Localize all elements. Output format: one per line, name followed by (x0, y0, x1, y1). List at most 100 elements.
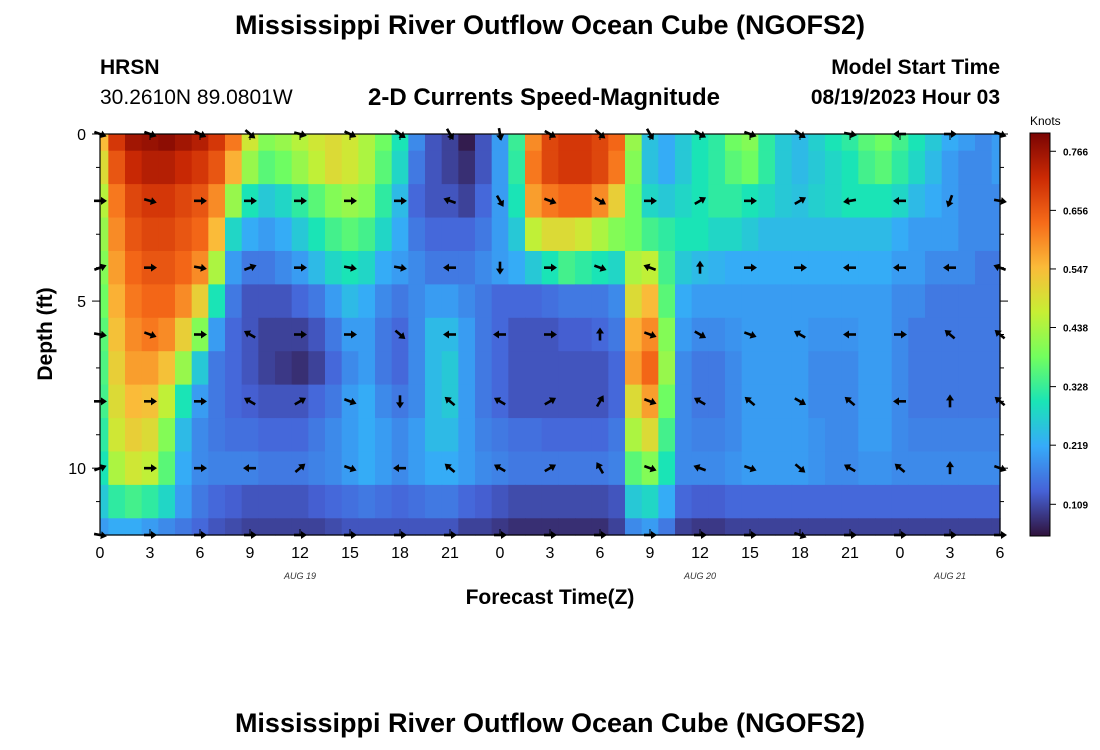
current-arrow (794, 196, 807, 205)
heatmap-cell (508, 217, 526, 252)
current-arrow (943, 263, 956, 272)
heatmap-cell (608, 134, 626, 152)
heatmap-cell (941, 150, 959, 185)
heatmap-cell (775, 451, 793, 486)
heatmap-cell (858, 284, 876, 319)
heatmap-cell (525, 384, 543, 419)
heatmap-cell (891, 134, 909, 152)
x-tick-label: 21 (841, 545, 859, 562)
current-arrow (444, 463, 456, 474)
current-arrow (193, 263, 207, 272)
heatmap-cell (958, 184, 976, 219)
heatmap-cell (375, 150, 393, 185)
heatmap-cell (408, 284, 426, 319)
heatmap-cell (908, 250, 926, 285)
heatmap-cell (725, 317, 743, 352)
heatmap-cell (458, 484, 476, 519)
heatmap-cell (408, 451, 426, 486)
heatmap-cell (208, 317, 226, 352)
heatmap-cell (908, 484, 926, 519)
heatmap-cell (508, 351, 526, 386)
heatmap-cell (991, 451, 1001, 486)
heatmap-cell (608, 451, 626, 486)
heatmap-cell (391, 418, 409, 453)
heatmap-cell (375, 518, 393, 536)
current-arrow (644, 196, 657, 205)
heatmap-cell (425, 150, 443, 185)
heatmap-cell (341, 418, 359, 453)
heatmap-cell (908, 150, 926, 185)
heatmap-cell (591, 418, 609, 453)
heatmap-cell (791, 418, 809, 453)
heatmap-cell (508, 484, 526, 519)
heatmap-cell (375, 134, 393, 152)
heatmap-cell (941, 418, 959, 453)
heatmap-cell (708, 134, 726, 152)
heatmap-cell (625, 518, 643, 536)
heatmap-cell (225, 484, 243, 519)
current-arrow (894, 463, 906, 474)
heatmap-cell (858, 351, 876, 386)
heatmap-cell (825, 484, 843, 519)
heatmap-cell (108, 484, 126, 519)
heatmap-cell (175, 250, 193, 285)
heatmap-cell (875, 351, 893, 386)
current-arrow (143, 331, 157, 339)
heatmap-cell (941, 518, 959, 536)
heatmap-cell (458, 317, 476, 352)
heatmap-cell (325, 418, 343, 453)
heatmap-cell (541, 134, 559, 152)
heatmap-cell (358, 518, 376, 536)
heatmap-cell (558, 451, 576, 486)
current-arrow (443, 196, 457, 205)
heatmap-cell (125, 384, 143, 419)
heatmap-cell (658, 134, 676, 152)
heatmap-cell (341, 134, 359, 152)
heatmap-cell (408, 250, 426, 285)
heatmap-cell (625, 384, 643, 419)
heatmap-cell (675, 484, 693, 519)
heatmap-cell (641, 134, 659, 152)
heatmap-cell (908, 284, 926, 319)
heatmap-cell (708, 284, 726, 319)
heatmap-cell (441, 134, 459, 152)
heatmap-cell (925, 150, 943, 185)
heatmap-cell (941, 134, 959, 152)
heatmap-cell (708, 150, 726, 185)
heatmap-cell (608, 418, 626, 453)
heatmap-cell (725, 184, 743, 219)
heatmap-cell (475, 418, 493, 453)
heatmap-cell (491, 217, 509, 252)
heatmap-cell (208, 184, 226, 219)
heatmap-cell (258, 284, 276, 319)
heatmap-cell (658, 484, 676, 519)
current-arrow (596, 327, 604, 341)
current-arrow (144, 263, 157, 272)
heatmap-cell (708, 451, 726, 486)
heatmap-cell (925, 250, 943, 285)
current-arrow (344, 330, 357, 339)
heatmap-cell (308, 418, 326, 453)
heatmap-cell (691, 134, 709, 152)
x-tick-label: 3 (546, 545, 555, 562)
heatmap-cell (491, 284, 509, 319)
heatmap-cell (608, 384, 626, 419)
heatmap-cell (941, 284, 959, 319)
heatmap-cell (108, 217, 126, 252)
x-tick-label: 6 (596, 545, 605, 562)
heatmap-cell (275, 217, 293, 252)
heatmap-cell (558, 384, 576, 419)
heatmap-cell (491, 518, 509, 536)
station-name: HRSN (100, 56, 160, 79)
heatmap-cell (975, 317, 993, 352)
heatmap-cell (925, 134, 943, 152)
current-arrow (443, 330, 456, 339)
heatmap-cell (375, 250, 393, 285)
heatmap-cell (208, 217, 226, 252)
heatmap-cell (125, 284, 143, 319)
heatmap-cell (391, 134, 409, 152)
heatmap-cell (558, 484, 576, 519)
x-tick-label: 0 (496, 545, 505, 562)
heatmap-cell (741, 518, 759, 536)
heatmap-cell (158, 484, 176, 519)
